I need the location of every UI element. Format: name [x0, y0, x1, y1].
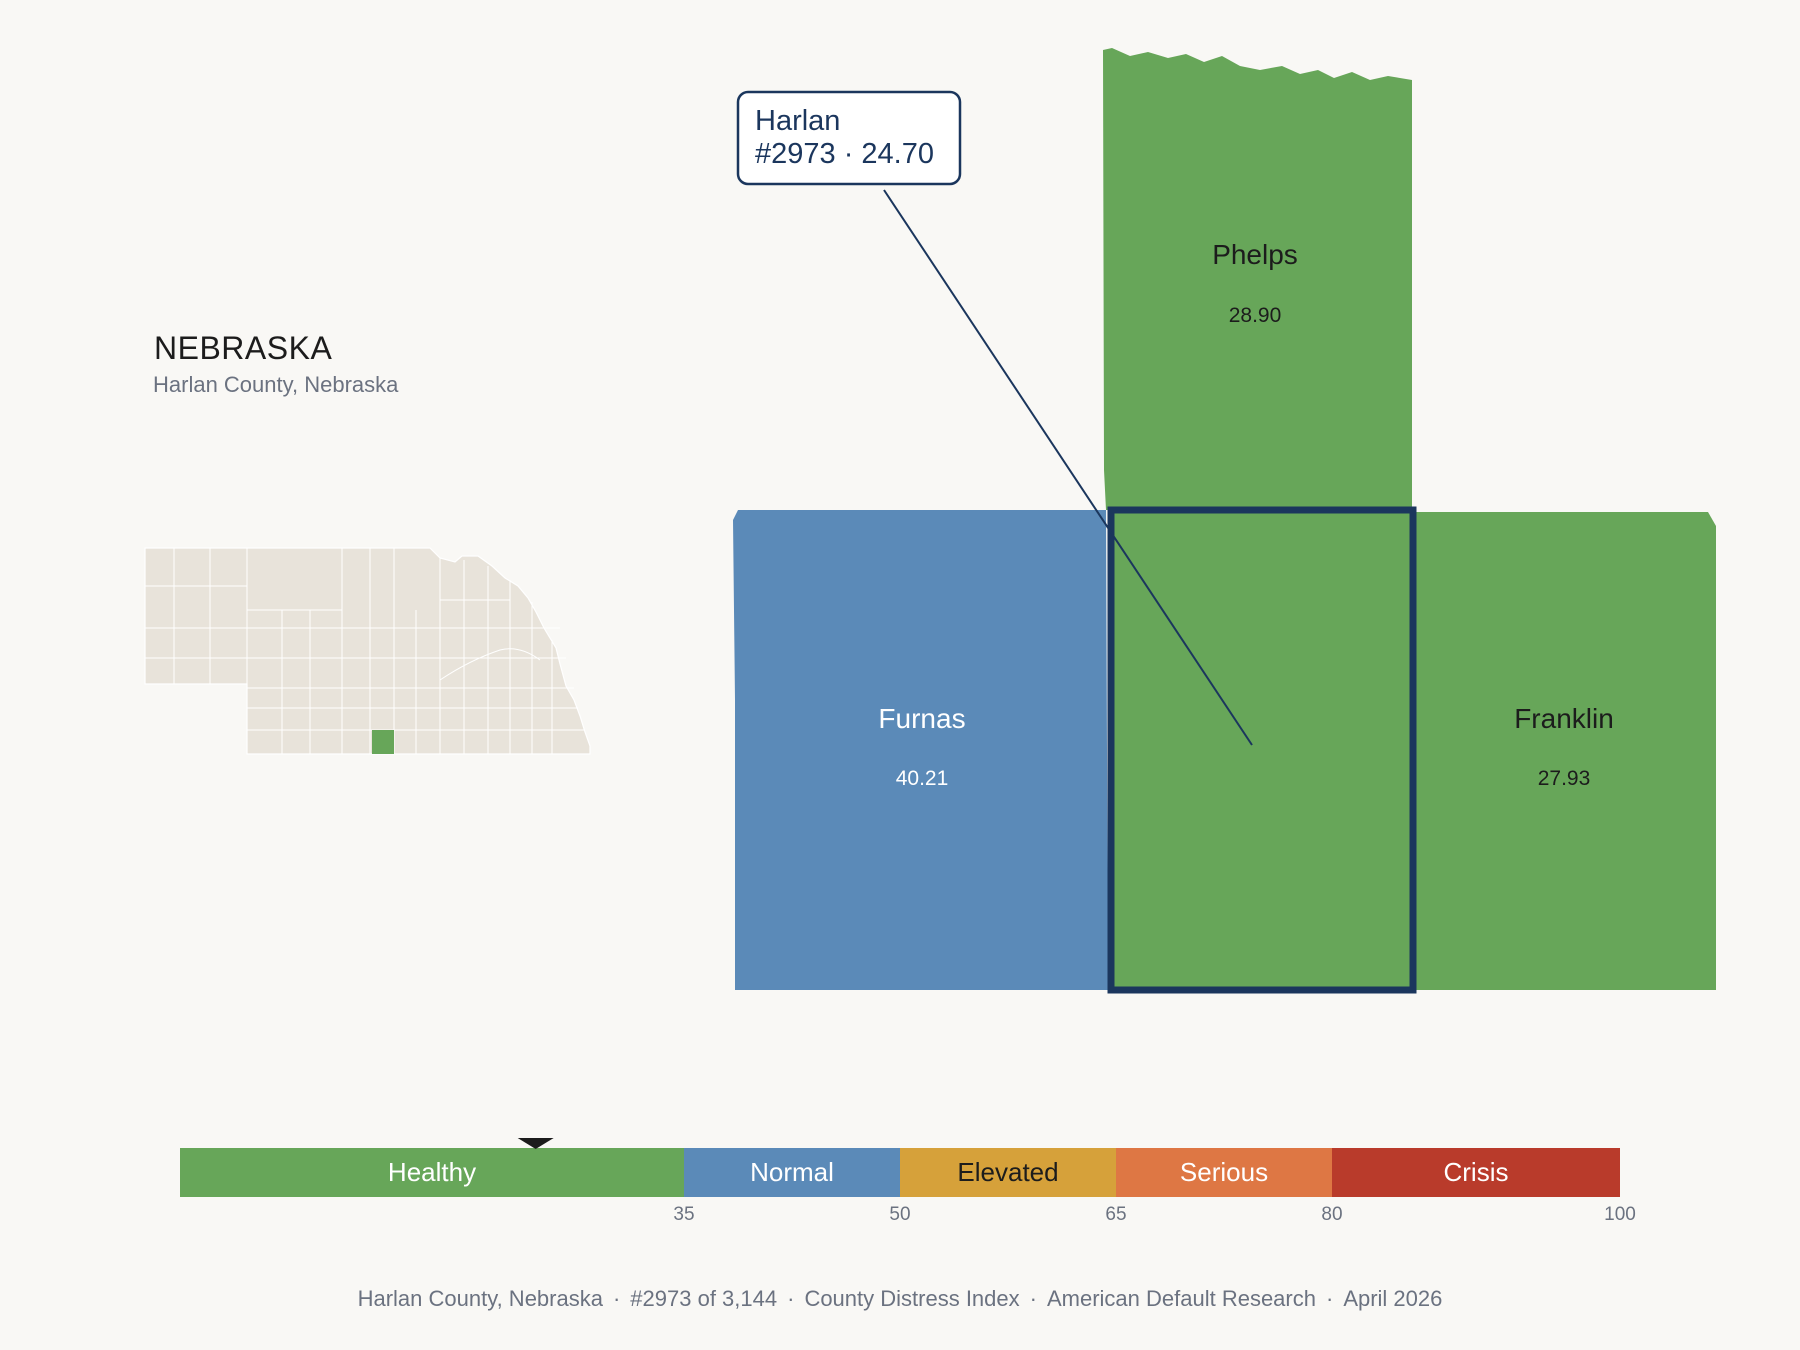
- scale-label-elevated: Elevated: [957, 1157, 1058, 1187]
- county-value-franklin: 27.93: [1538, 767, 1591, 790]
- county-label-franklin: Franklin: [1514, 703, 1614, 734]
- county-harlan[interactable]: [1108, 510, 1414, 990]
- locator-highlight-harlan: [372, 730, 394, 754]
- footer-rank: #2973 of 3,144: [630, 1286, 778, 1311]
- county-phelps[interactable]: [1103, 48, 1412, 510]
- county-label-phelps: Phelps: [1212, 239, 1298, 270]
- scale-segment-normal: [684, 1148, 900, 1197]
- scale-label-normal: Normal: [750, 1157, 834, 1187]
- state-title: NEBRASKA: [154, 330, 333, 366]
- callout-county-name: Harlan: [755, 105, 840, 137]
- state-subtitle: Harlan County, Nebraska: [153, 372, 399, 397]
- scale-segment-elevated: [900, 1148, 1116, 1197]
- scale-tick-80: 80: [1321, 1204, 1342, 1225]
- callout-leader-line: [883, 189, 1253, 746]
- footer: Harlan County, Nebraska · #2973 of 3,144 · C…: [357, 1286, 1443, 1311]
- footer-index: County Distress Index: [804, 1286, 1020, 1311]
- county-label-furnas: Furnas: [878, 703, 965, 734]
- scale-tick-100: 100: [1604, 1204, 1636, 1225]
- footer-date: April 2026: [1343, 1286, 1443, 1311]
- county-value-furnas: 40.21: [896, 767, 949, 790]
- distress-scale: Healthy Normal Elevated Serious Crisis 35 50 65…: [180, 1138, 1636, 1225]
- callout: Harlan #2973 · 24.70: [736, 90, 1253, 746]
- scale-segment-serious: [1116, 1148, 1332, 1197]
- county-map: Phelps 28.90 Furnas 40.21 Franklin 27.93: [733, 48, 1716, 994]
- scale-segment-healthy: [180, 1148, 684, 1197]
- callout-rank-score: #2973 · 24.70: [755, 138, 934, 170]
- scale-tick-50: 50: [889, 1204, 910, 1225]
- callout-box: [736, 90, 962, 186]
- scale-label-crisis: Crisis: [1444, 1157, 1509, 1187]
- county-franklin[interactable]: [1412, 512, 1716, 990]
- county-value-phelps: 28.90: [1229, 304, 1282, 327]
- locator-map: [144, 547, 591, 755]
- footer-source: American Default Research: [1046, 1286, 1316, 1311]
- scale-label-healthy: Healthy: [388, 1157, 476, 1187]
- scale-label-serious: Serious: [1180, 1157, 1268, 1187]
- scale-segment-crisis: [1332, 1148, 1620, 1197]
- harlan-highlight-outline: [1107, 506, 1417, 994]
- footer-county: Harlan County, Nebraska: [357, 1286, 603, 1311]
- scale-tick-35: 35: [673, 1204, 694, 1225]
- county-furnas[interactable]: [733, 510, 1108, 990]
- locator-county-lines: [145, 548, 585, 754]
- scale-marker-icon: [517, 1138, 554, 1149]
- scale-tick-65: 65: [1105, 1204, 1126, 1225]
